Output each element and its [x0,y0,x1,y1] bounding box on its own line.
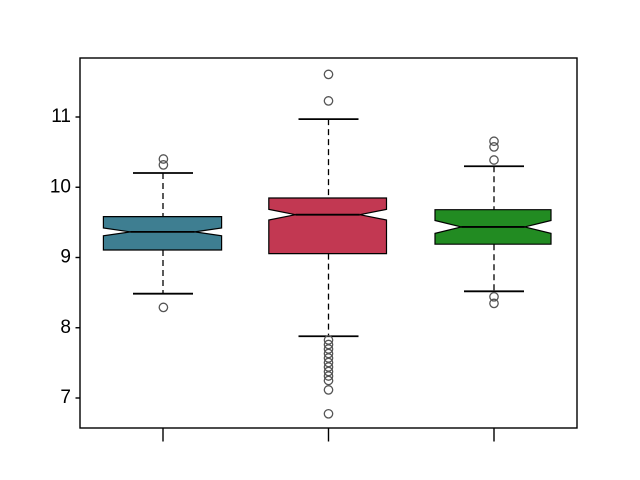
svg-text:9: 9 [60,247,71,268]
svg-text:11: 11 [51,106,71,127]
svg-text:10: 10 [50,176,71,197]
svg-text:8: 8 [60,317,71,338]
svg-text:7: 7 [60,387,71,408]
